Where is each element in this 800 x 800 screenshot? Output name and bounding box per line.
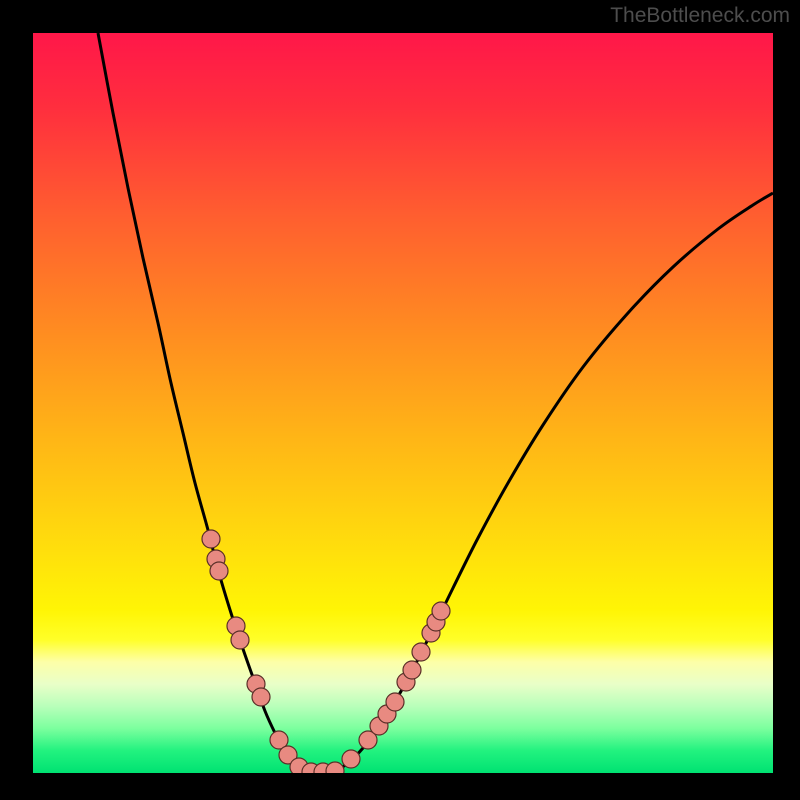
marker-dot — [386, 693, 404, 711]
marker-dot — [326, 762, 344, 773]
marker-dot — [202, 530, 220, 548]
marker-dot — [231, 631, 249, 649]
curve-right — [309, 193, 773, 773]
marker-dot — [432, 602, 450, 620]
plot-frame — [33, 33, 773, 773]
marker-dot — [403, 661, 421, 679]
marker-dot — [252, 688, 270, 706]
marker-dot — [342, 750, 360, 768]
marker-dot — [210, 562, 228, 580]
watermark-text: TheBottleneck.com — [610, 4, 790, 28]
marker-group — [202, 530, 450, 773]
marker-dot — [412, 643, 430, 661]
curve-left — [98, 33, 309, 773]
curve-overlay — [33, 33, 773, 773]
